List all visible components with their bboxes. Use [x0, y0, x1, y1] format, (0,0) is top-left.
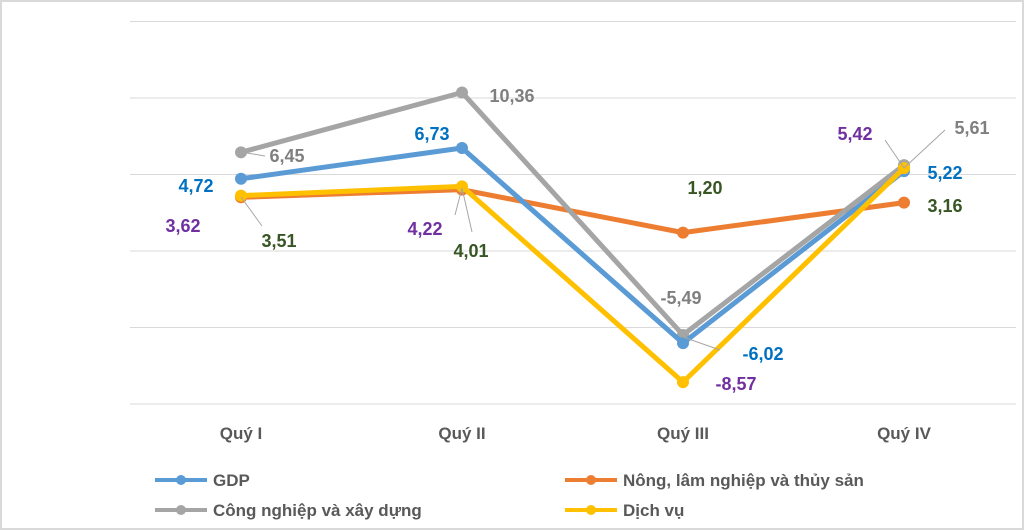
data-point	[677, 337, 689, 350]
legend-marker-icon	[586, 475, 596, 485]
data-point	[677, 226, 689, 239]
legend-label: GDP	[213, 471, 250, 490]
data-point	[235, 172, 247, 185]
legend-item[interactable]: Nông, lâm nghiệp và thủy sản	[565, 471, 864, 490]
data-label: 1,20	[687, 178, 722, 198]
legend-item[interactable]: GDP	[155, 471, 250, 490]
data-point	[235, 189, 247, 202]
data-label: 6,45	[269, 146, 304, 166]
data-point	[456, 86, 468, 99]
data-label: 4,22	[407, 219, 442, 239]
data-label: 3,62	[165, 216, 200, 236]
x-tick-label: Quý II	[438, 424, 485, 443]
legend-label: Dịch vụ	[623, 501, 684, 520]
series-line-0	[240, 145, 906, 346]
leader-line	[903, 129, 946, 169]
data-label: -8,57	[715, 374, 756, 394]
data-label: 5,22	[927, 163, 962, 183]
leader-line	[240, 151, 266, 157]
data-label: 4,72	[178, 176, 213, 196]
legend-item[interactable]: Dịch vụ	[565, 501, 684, 520]
data-label: 3,51	[261, 231, 296, 251]
leader-line	[454, 187, 463, 216]
x-tick-label: Quý III	[657, 424, 709, 443]
legend-label: Nông, lâm nghiệp và thủy sản	[623, 471, 864, 490]
data-label: 4,01	[453, 241, 488, 261]
series-line-2	[240, 89, 906, 338]
data-point	[677, 376, 689, 389]
x-tick-label: Quý IV	[877, 424, 932, 443]
leader-line	[461, 187, 473, 233]
data-point	[898, 196, 910, 209]
legend-label: Công nghiệp và xây dựng	[213, 501, 422, 520]
data-label: 5,42	[837, 124, 872, 144]
data-label: 6,73	[414, 124, 449, 144]
data-point	[456, 142, 468, 155]
data-label: 5,61	[954, 118, 989, 138]
leader-line	[240, 196, 263, 227]
legend-marker-icon	[586, 505, 596, 515]
legend-marker-icon	[176, 505, 186, 515]
data-label: -6,02	[742, 344, 783, 364]
data-point	[456, 180, 468, 193]
leader-line	[884, 139, 905, 169]
data-label: 3,16	[927, 196, 962, 216]
x-tick-label: Quý I	[220, 424, 263, 443]
data-label: -5,49	[660, 288, 701, 308]
legend-marker-icon	[176, 475, 186, 485]
legend-item[interactable]: Công nghiệp và xây dựng	[155, 501, 422, 520]
leader-line	[682, 336, 721, 351]
data-label: 10,36	[489, 86, 534, 106]
series-line-3	[240, 166, 906, 385]
